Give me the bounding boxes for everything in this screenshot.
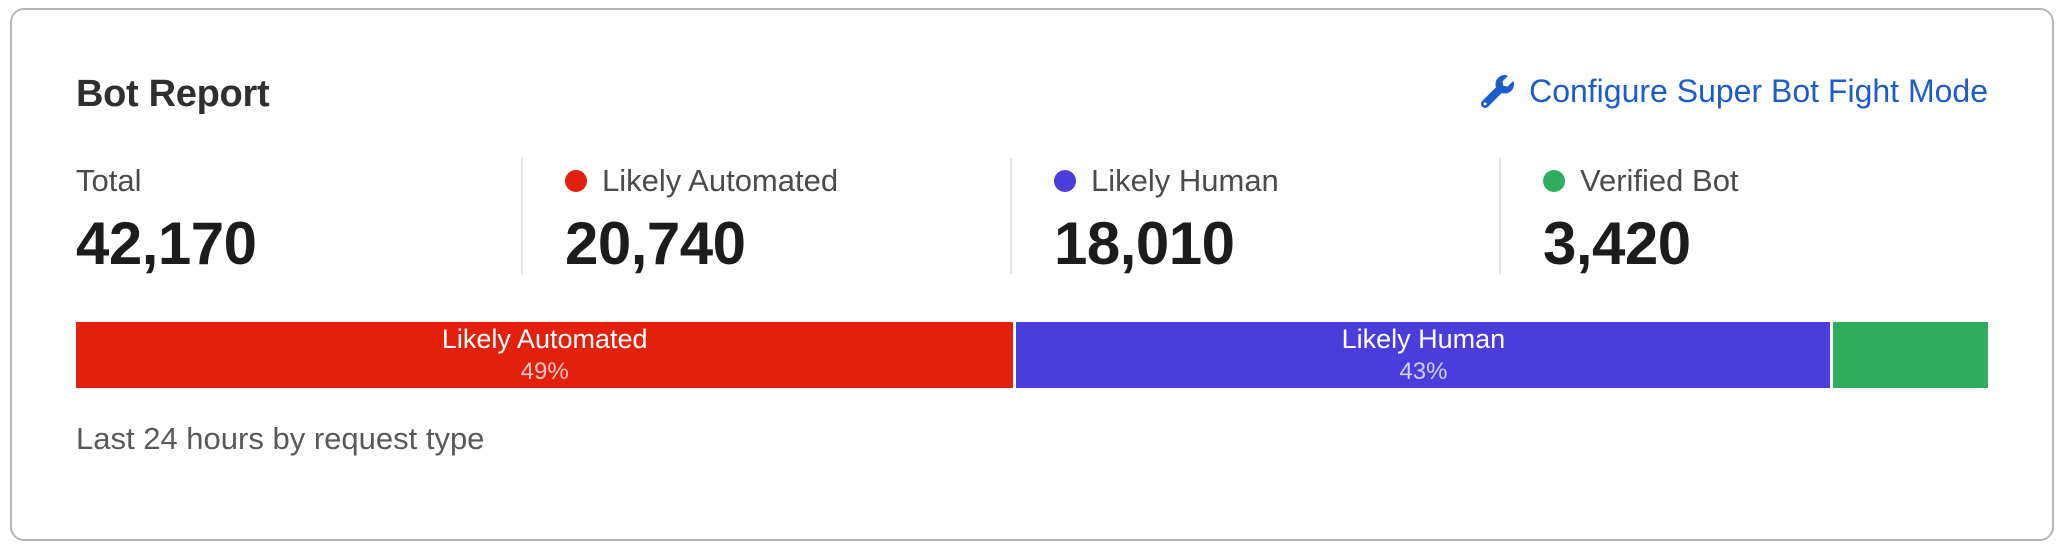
wrench-icon bbox=[1481, 75, 1515, 109]
likely-automated-dot-icon bbox=[565, 169, 587, 192]
stat-likely-human: Likely Human 18,010 bbox=[1010, 157, 1499, 277]
stat-label: Likely Automated bbox=[602, 162, 839, 198]
configure-super-bot-fight-mode-link[interactable]: Configure Super Bot Fight Mode bbox=[1481, 73, 1988, 109]
stat-value: 42,170 bbox=[76, 209, 257, 277]
segment-label: Likely Human bbox=[1341, 323, 1506, 354]
stat-value: 18,010 bbox=[1054, 209, 1235, 277]
stat-label: Likely Human bbox=[1091, 162, 1279, 198]
bar-segment-verified-bot: Verified Bot bbox=[1833, 321, 1988, 388]
card-title: Bot Report bbox=[76, 73, 270, 115]
stats-row: Total 42,170 Likely Automated 20,740 Lik… bbox=[76, 157, 1988, 277]
stat-value: 3,420 bbox=[1543, 209, 1691, 277]
stat-total: Total 42,170 bbox=[76, 158, 521, 274]
stat-verified-bot: Verified Bot 3,420 bbox=[1499, 157, 1988, 277]
bot-report-card: Bot Report Configure Super Bot Fight Mod… bbox=[10, 8, 2054, 541]
stat-label: Verified Bot bbox=[1580, 162, 1739, 198]
request-type-distribution-bar: Likely Automated 49% Likely Human 43% Ve… bbox=[76, 321, 1988, 388]
configure-link-label: Configure Super Bot Fight Mode bbox=[1529, 73, 1988, 109]
likely-human-dot-icon bbox=[1054, 169, 1076, 192]
stat-likely-automated: Likely Automated 20,740 bbox=[521, 157, 1010, 277]
card-header: Bot Report Configure Super Bot Fight Mod… bbox=[76, 73, 1988, 116]
bar-segment-likely-human: Likely Human 43% bbox=[1016, 321, 1831, 388]
verified-bot-dot-icon bbox=[1543, 169, 1565, 192]
segment-percent: 43% bbox=[1399, 357, 1448, 385]
segment-percent: 49% bbox=[520, 357, 569, 385]
stat-label: Total bbox=[76, 162, 142, 198]
bar-segment-likely-automated: Likely Automated 49% bbox=[76, 321, 1014, 388]
card-caption: Last 24 hours by request type bbox=[76, 420, 485, 456]
segment-label: Likely Automated bbox=[441, 323, 648, 354]
stat-value: 20,740 bbox=[565, 209, 746, 277]
